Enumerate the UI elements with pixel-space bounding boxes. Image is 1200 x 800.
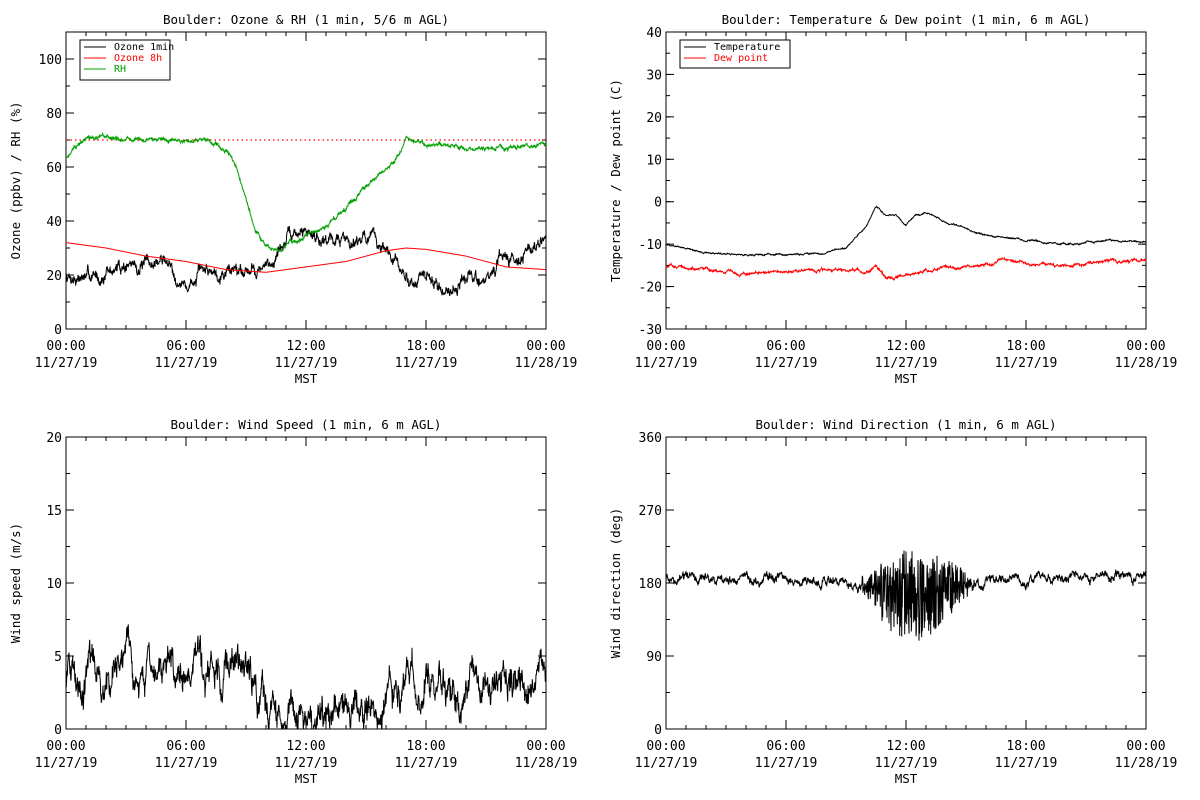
y-tick-label: -30 xyxy=(639,323,662,338)
y-tick-label: 360 xyxy=(639,431,662,446)
x-tick-time-label: 12:00 xyxy=(286,739,325,754)
y-axis-label: Wind speed (m/s) xyxy=(8,523,23,643)
chart-panel-4: Boulder: Wind Direction (1 min, 6 m AGL)… xyxy=(608,417,1177,786)
x-tick-time-label: 00:00 xyxy=(1126,339,1165,354)
x-tick-date-label: 11/28/19 xyxy=(515,356,578,371)
y-tick-label: 0 xyxy=(654,196,662,211)
chart-panel-2: Boulder: Temperature & Dew point (1 min,… xyxy=(608,12,1177,386)
x-tick-date-label: 11/27/19 xyxy=(875,356,938,371)
x-tick-time-label: 12:00 xyxy=(886,339,925,354)
x-tick-time-label: 18:00 xyxy=(406,739,445,754)
plot-frame xyxy=(665,31,1147,330)
series-line-rh xyxy=(66,131,546,253)
x-tick-time-label: 06:00 xyxy=(166,339,205,354)
y-tick-label: 10 xyxy=(646,153,662,168)
x-tick-date-label: 11/28/19 xyxy=(1115,356,1178,371)
y-tick-label: 20 xyxy=(46,431,62,446)
y-tick-label: -10 xyxy=(639,238,662,253)
x-tick-date-label: 11/27/19 xyxy=(755,756,818,771)
x-axis-label: MST xyxy=(895,371,918,386)
series-line-ozone-1min xyxy=(66,225,546,297)
x-axis-label: MST xyxy=(295,371,318,386)
chart-title: Boulder: Temperature & Dew point (1 min,… xyxy=(722,12,1091,27)
x-axis-label: MST xyxy=(295,771,318,786)
legend-entry: Temperature xyxy=(714,42,780,53)
y-tick-label: 0 xyxy=(54,323,62,338)
legend-entry: Dew point xyxy=(714,53,768,64)
series-line-main xyxy=(66,624,546,729)
x-tick-date-label: 11/27/19 xyxy=(755,356,818,371)
x-tick-time-label: 00:00 xyxy=(46,739,85,754)
y-tick-label: 0 xyxy=(54,723,62,738)
x-tick-time-label: 06:00 xyxy=(766,339,805,354)
y-tick-label: 100 xyxy=(39,53,62,68)
x-tick-date-label: 11/27/19 xyxy=(875,756,938,771)
y-tick-label: 60 xyxy=(46,161,62,176)
x-tick-date-label: 11/28/19 xyxy=(1115,756,1178,771)
y-tick-label: 20 xyxy=(646,111,662,126)
y-tick-label: 30 xyxy=(646,68,662,83)
x-tick-date-label: 11/27/19 xyxy=(395,356,458,371)
y-tick-label: 10 xyxy=(46,577,62,592)
x-tick-time-label: 18:00 xyxy=(1006,739,1045,754)
x-tick-date-label: 11/27/19 xyxy=(155,356,218,371)
chart-title: Boulder: Wind Speed (1 min, 6 m AGL) xyxy=(171,417,442,432)
chart-panel-3: Boulder: Wind Speed (1 min, 6 m AGL) 0 5 10… xyxy=(8,417,577,786)
chart-title: Boulder: Ozone & RH (1 min, 5/6 m AGL) xyxy=(163,12,449,27)
x-tick-date-label: 11/27/19 xyxy=(635,356,698,371)
x-tick-time-label: 18:00 xyxy=(1006,339,1045,354)
y-tick-label: 0 xyxy=(654,723,662,738)
legend-entry: Ozone 8h xyxy=(114,53,162,64)
legend-box xyxy=(679,39,791,69)
y-tick-label: 80 xyxy=(46,107,62,122)
x-tick-time-label: 06:00 xyxy=(166,739,205,754)
y-tick-label: -20 xyxy=(639,281,662,296)
y-tick-label: 270 xyxy=(639,504,662,519)
x-tick-time-label: 00:00 xyxy=(526,339,565,354)
x-tick-time-label: 06:00 xyxy=(766,739,805,754)
x-tick-time-label: 18:00 xyxy=(406,339,445,354)
y-axis-label: Temperature / Dew point (C) xyxy=(608,79,623,282)
x-tick-date-label: 11/27/19 xyxy=(395,756,458,771)
x-tick-time-label: 12:00 xyxy=(886,739,925,754)
y-tick-label: 180 xyxy=(639,577,662,592)
y-tick-label: 40 xyxy=(646,26,662,41)
x-tick-time-label: 00:00 xyxy=(646,739,685,754)
series-line-main xyxy=(666,550,1146,641)
x-tick-date-label: 11/27/19 xyxy=(35,756,98,771)
x-tick-date-label: 11/27/19 xyxy=(275,356,338,371)
y-tick-label: 15 xyxy=(46,504,62,519)
x-tick-time-label: 00:00 xyxy=(646,339,685,354)
series-line-ozone-8h xyxy=(66,242,546,273)
x-tick-time-label: 12:00 xyxy=(286,339,325,354)
legend-entry: RH xyxy=(114,64,126,75)
chart-title: Boulder: Wind Direction (1 min, 6 m AGL) xyxy=(755,417,1056,432)
x-tick-date-label: 11/27/19 xyxy=(995,356,1058,371)
y-axis-label: Wind direction (deg) xyxy=(608,508,623,659)
y-tick-label: 5 xyxy=(54,650,62,665)
x-axis-label: MST xyxy=(895,771,918,786)
y-tick-label: 40 xyxy=(46,215,62,230)
x-tick-date-label: 11/27/19 xyxy=(35,356,98,371)
x-tick-date-label: 11/27/19 xyxy=(995,756,1058,771)
x-tick-date-label: 11/28/19 xyxy=(515,756,578,771)
y-axis-label: Ozone (ppbv) / RH (%) xyxy=(8,101,23,259)
x-tick-date-label: 11/27/19 xyxy=(635,756,698,771)
series-line-dew-point xyxy=(666,256,1146,281)
y-tick-label: 90 xyxy=(646,650,662,665)
x-tick-date-label: 11/27/19 xyxy=(275,756,338,771)
series-line-temperature xyxy=(666,205,1146,257)
x-tick-time-label: 00:00 xyxy=(526,739,565,754)
chart-panel-1: Boulder: Ozone & RH (1 min, 5/6 m AGL) 0 2… xyxy=(8,12,577,386)
y-tick-label: 20 xyxy=(46,269,62,284)
x-tick-time-label: 00:00 xyxy=(1126,739,1165,754)
legend-entry: Ozone 1min xyxy=(114,42,174,53)
x-tick-date-label: 11/27/19 xyxy=(155,756,218,771)
x-tick-time-label: 00:00 xyxy=(46,339,85,354)
